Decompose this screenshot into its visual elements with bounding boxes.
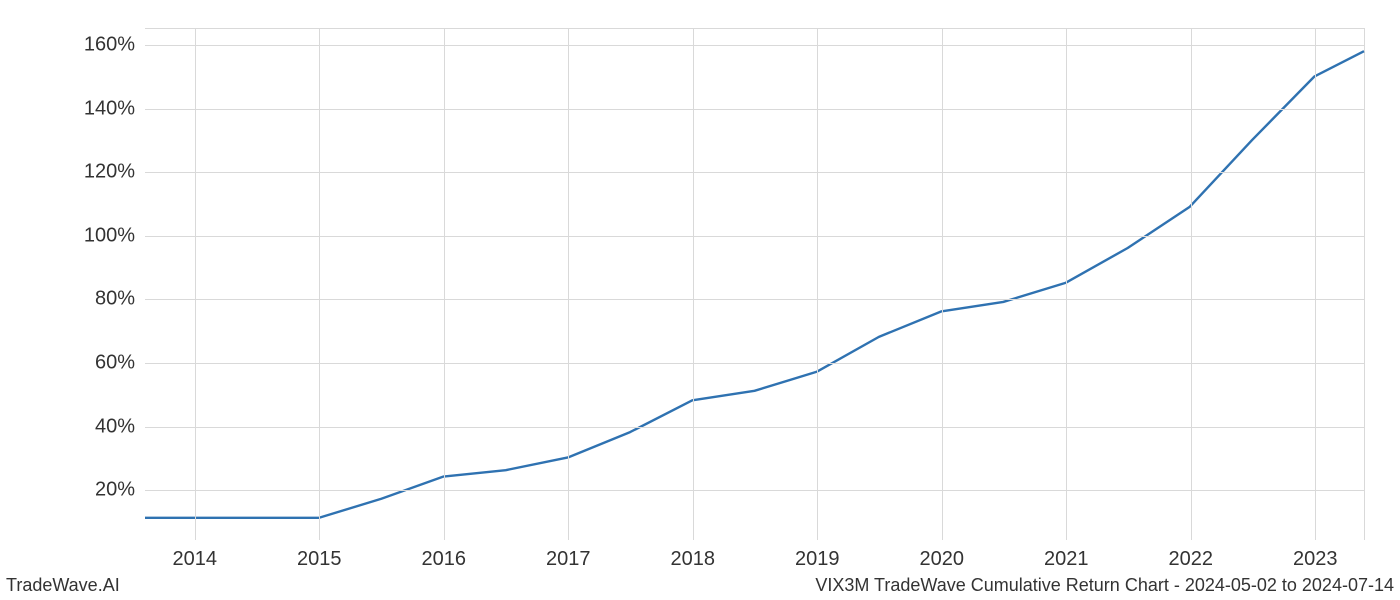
x-tick-label: 2019 (795, 540, 840, 571)
grid-line-vertical (1191, 29, 1192, 540)
grid-line-horizontal (145, 45, 1364, 46)
x-tick-label: 2020 (919, 540, 964, 571)
grid-line-vertical (568, 29, 569, 540)
y-tick-label: 140% (84, 97, 145, 120)
y-tick-label: 160% (84, 33, 145, 56)
x-tick-label: 2014 (173, 540, 218, 571)
footer-left-text: TradeWave.AI (6, 575, 120, 596)
grid-line-horizontal (145, 299, 1364, 300)
grid-line-horizontal (145, 363, 1364, 364)
grid-line-vertical (319, 29, 320, 540)
y-tick-label: 120% (84, 161, 145, 184)
grid-line-vertical (1315, 29, 1316, 540)
x-tick-label: 2018 (671, 540, 716, 571)
y-tick-label: 40% (95, 415, 145, 438)
line-series-svg (145, 29, 1364, 540)
chart-container: 20% 40% 60% 80% 100% 120% 140% 160% 2014 2015 2016… (0, 0, 1400, 600)
x-tick-label: 2015 (297, 540, 342, 571)
x-tick-label: 2022 (1168, 540, 1213, 571)
plot-area: 20%40%60%80%100%120%140%160%201420152016… (145, 28, 1365, 540)
grid-line-horizontal (145, 490, 1364, 491)
grid-line-vertical (1066, 29, 1067, 540)
x-tick-label: 2021 (1044, 540, 1089, 571)
grid-line-vertical (942, 29, 943, 540)
y-tick-label: 80% (95, 288, 145, 311)
x-tick-label: 2016 (422, 540, 467, 571)
grid-line-horizontal (145, 236, 1364, 237)
footer-right-text: VIX3M TradeWave Cumulative Return Chart … (815, 575, 1394, 596)
grid-line-horizontal (145, 427, 1364, 428)
grid-line-vertical (195, 29, 196, 540)
x-tick-label: 2017 (546, 540, 591, 571)
y-tick-label: 60% (95, 351, 145, 374)
x-tick-label: 2023 (1293, 540, 1338, 571)
y-tick-label: 100% (84, 224, 145, 247)
grid-line-vertical (817, 29, 818, 540)
return-line-series (145, 51, 1364, 518)
y-tick-label: 20% (95, 479, 145, 502)
grid-line-vertical (693, 29, 694, 540)
grid-line-horizontal (145, 172, 1364, 173)
grid-line-horizontal (145, 109, 1364, 110)
grid-line-vertical (444, 29, 445, 540)
